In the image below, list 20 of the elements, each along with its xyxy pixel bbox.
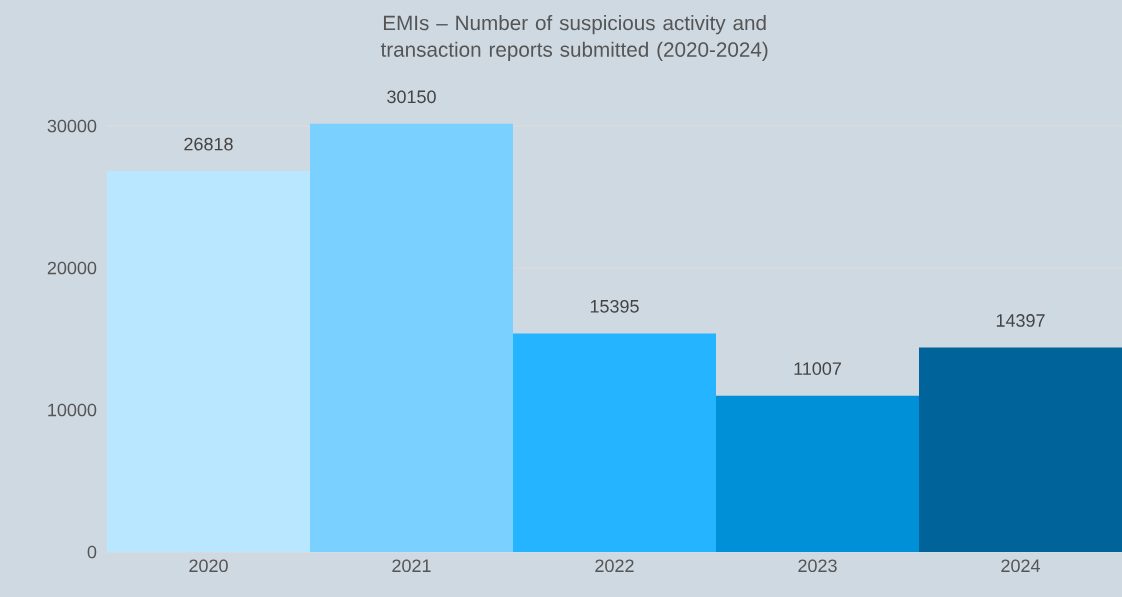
y-tick-label: 20000 [47,261,97,275]
x-tick-label: 2023 [798,559,837,573]
data-label: 30150 [387,90,436,104]
bar [310,123,513,552]
data-label: 26818 [184,137,233,151]
data-label: 14397 [996,314,1045,327]
bar [716,395,919,552]
chart-title: EMIs – Number of suspicious activity and transaction reports submitted (2020-2024) [380,15,768,61]
bar [107,171,310,552]
y-tick-label: 0 [87,545,97,559]
x-tick-label: 2024 [1001,559,1040,573]
data-label: 11007 [794,362,841,375]
data-label: 15395 [590,299,639,313]
x-tick-label: 2022 [595,559,634,573]
x-tick-label: 2021 [392,559,431,573]
y-tick-label: 10000 [48,403,97,417]
bar [513,333,716,552]
y-tick-label: 30000 [47,119,97,133]
bar [919,347,1122,552]
x-tick-label: 2020 [189,559,228,573]
